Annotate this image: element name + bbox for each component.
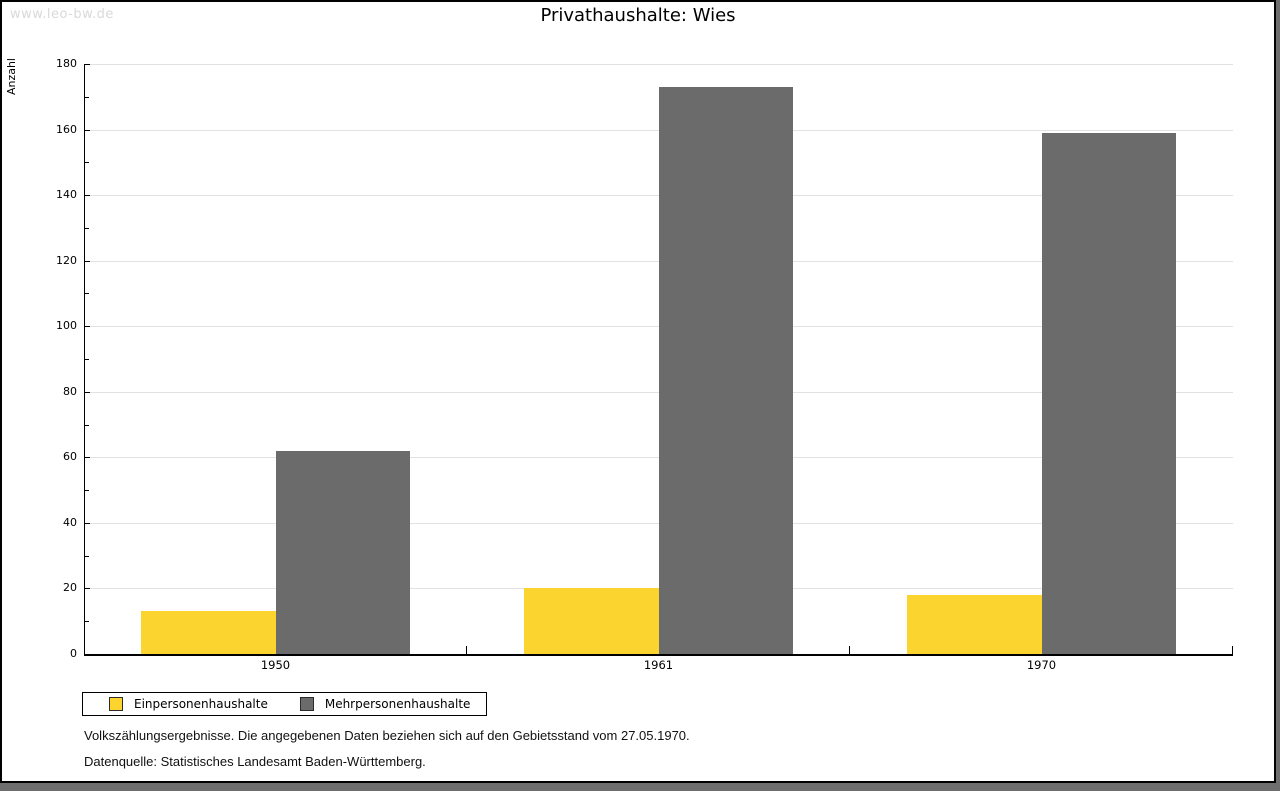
- x-axis-tick: [849, 646, 850, 654]
- y-axis-minor-tick: [85, 359, 89, 360]
- y-axis-major-tick: [85, 260, 90, 262]
- y-axis-tick-label: 140: [56, 188, 77, 202]
- y-axis-tick-label: 40: [63, 515, 77, 529]
- y-axis-minor-tick: [85, 490, 89, 492]
- y-axis-minor-tick: [85, 621, 89, 623]
- y-axis-major-tick: [85, 64, 90, 65]
- x-axis-tick: [1232, 646, 1233, 654]
- footer-source-note: Volkszählungsergebnisse. Die angegebenen…: [84, 728, 690, 743]
- legend-label-mehrpersonenhaushalte: Mehrpersonenhaushalte: [324, 697, 471, 711]
- y-axis-major-tick: [85, 129, 90, 131]
- y-axis-minor-tick: [85, 96, 89, 98]
- y-axis-tick-label: 60: [63, 450, 77, 464]
- bar-einpersonenhaushalte-1950: [141, 611, 276, 654]
- plot-area: [84, 64, 1233, 656]
- legend-item-einpersonenhaushalte: Einpersonenhaushalte: [109, 697, 268, 711]
- y-axis-minor-tick: [85, 293, 89, 295]
- legend: Einpersonenhaushalte Mehrpersonenhaushal…: [82, 692, 488, 716]
- bar-mehrpersonenhaushalte-1970: [1041, 132, 1176, 654]
- y-axis-major-tick: [85, 522, 90, 524]
- y-axis-title: Anzahl: [5, 58, 18, 96]
- y-axis-minor-tick: [85, 424, 89, 426]
- bar-mehrpersonenhaushalte-1961: [658, 86, 793, 654]
- chart-title: Privathaushalte: Wies: [540, 5, 736, 26]
- y-axis-tick-label: 160: [56, 122, 77, 136]
- y-axis-tick-label: 20: [63, 581, 77, 595]
- x-axis-category-label: 1970: [1026, 658, 1057, 672]
- legend-swatch-mehrpersonenhaushalte: [299, 697, 314, 711]
- bar-einpersonenhaushalte-1961: [524, 588, 659, 654]
- y-axis-tick-label: 100: [56, 319, 77, 333]
- watermark-url: www.leo-bw.de: [10, 7, 114, 22]
- y-axis-minor-tick: [85, 227, 89, 229]
- y-axis-major-tick: [85, 457, 90, 459]
- y-axis-major-tick: [85, 391, 90, 393]
- y-axis-minor-tick: [85, 555, 89, 557]
- bar-einpersonenhaushalte-1970: [907, 595, 1042, 654]
- y-axis-tick-label: 120: [56, 253, 77, 267]
- y-axis-major-tick: [85, 588, 90, 590]
- y-axis-tick-label: 0: [70, 647, 77, 660]
- gridline: [85, 64, 1233, 65]
- y-axis-major-tick: [85, 195, 90, 197]
- x-axis-line: [84, 654, 1233, 656]
- y-axis-tick-label: 180: [56, 57, 77, 70]
- footer-data-source: Datenquelle: Statistisches Landesamt Bad…: [84, 754, 426, 769]
- legend-item-mehrpersonenhaushalte: Mehrpersonenhaushalte: [299, 697, 471, 711]
- legend-label-einpersonenhaushalte: Einpersonenhaushalte: [134, 697, 268, 711]
- legend-swatch-einpersonenhaushalte: [109, 697, 123, 711]
- y-axis-line: [84, 64, 85, 654]
- y-axis-major-tick: [85, 326, 90, 328]
- x-axis-tick: [466, 646, 467, 654]
- y-axis-minor-tick: [85, 162, 89, 164]
- y-axis-tick-label: 80: [63, 384, 77, 398]
- bar-mehrpersonenhaushalte-1950: [275, 450, 410, 654]
- x-axis-category-label: 1950: [260, 658, 291, 672]
- x-axis-category-label: 1961: [643, 658, 674, 672]
